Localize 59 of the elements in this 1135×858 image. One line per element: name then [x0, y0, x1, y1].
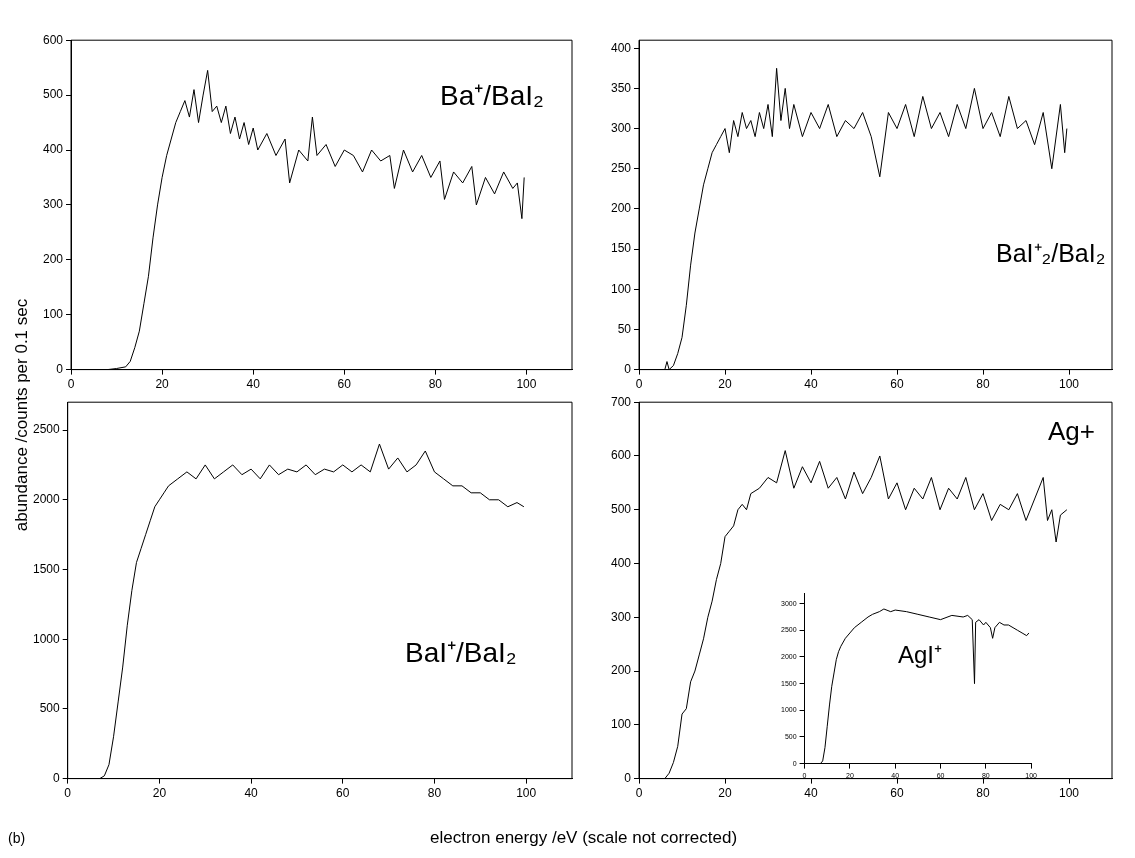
y-axis-title: abundance /counts per 0.1 sec [12, 298, 32, 532]
y-tick-label: 50 [617, 321, 632, 336]
x-tick-label: 60 [337, 377, 352, 392]
y-tick-label: 2000 [32, 492, 61, 507]
annotation: Ba⁺/BaI₂ [440, 79, 544, 113]
x-tick-label: 40 [244, 786, 259, 801]
y-tick-label: 300 [610, 609, 632, 624]
y-tick-label: 400 [610, 40, 632, 55]
x-tick-label: 40 [246, 377, 261, 392]
x-tick-label: 20 [718, 786, 733, 801]
x-tick-label: 40 [804, 377, 819, 392]
annotation: Ag+ [1048, 416, 1095, 447]
x-tick-label: 60 [336, 786, 350, 801]
y-tick-label: 600 [610, 448, 632, 463]
y-tick-label: 300 [42, 197, 64, 212]
x-tick-label: 0 [67, 377, 75, 392]
x-axis-title: electron energy /eV (scale not corrected) [430, 828, 738, 848]
y-tick-label: 1500 [32, 561, 61, 576]
x-tick-label: 60 [890, 377, 904, 392]
y-tick-label: 400 [42, 142, 64, 157]
x-tick-label: 0 [635, 786, 643, 801]
x-tick-label: 40 [804, 786, 819, 801]
x-tick-label: 0 [635, 377, 643, 392]
text: (b) [8, 830, 26, 846]
y-tick-label: 100 [610, 281, 632, 296]
y-tick-label: 500 [39, 701, 61, 716]
y-tick-label: 300 [610, 120, 632, 135]
y-tick-label: 500 [610, 502, 632, 517]
annotation: AgI⁺ [898, 640, 943, 670]
y-tick-label: 350 [610, 80, 632, 95]
y-tick-label: 200 [42, 252, 64, 267]
y-tick-label: 200 [610, 201, 632, 216]
x-tick-label: 80 [428, 377, 443, 392]
x-tick-label: 100 [1058, 786, 1080, 801]
x-tick-label: 20 [152, 786, 167, 801]
y-tick-label: 150 [610, 241, 632, 256]
x-tick-label: 100 [516, 377, 537, 392]
x-tick-label: 20 [155, 377, 170, 392]
x-tick-label: 100 [1058, 377, 1080, 392]
y-tick-label: 1000 [32, 631, 61, 646]
y-tick-label: 100 [42, 307, 64, 322]
annotation: BaI⁺/BaI₂ [405, 636, 517, 670]
y-tick-label: 200 [610, 663, 632, 678]
y-tick-label: 100 [610, 717, 632, 732]
x-tick-label: 80 [427, 786, 442, 801]
y-tick-label: 2500 [32, 422, 61, 437]
y-tick-label: 250 [610, 161, 632, 176]
x-tick-label: 80 [976, 377, 990, 392]
x-tick-label: 20 [718, 377, 733, 392]
y-tick-label: 500 [42, 87, 64, 102]
annotation: BaI⁺₂/BaI₂ [996, 238, 1106, 269]
y-tick-label: 0 [56, 361, 64, 376]
y-tick-label: 0 [624, 361, 632, 376]
y-tick-label: 700 [610, 394, 632, 409]
x-tick-label: 100 [516, 786, 537, 801]
x-tick-label: 60 [890, 786, 904, 801]
y-tick-label: 400 [610, 555, 632, 570]
x-tick-label: 80 [976, 786, 990, 801]
y-tick-label: 600 [42, 32, 64, 47]
